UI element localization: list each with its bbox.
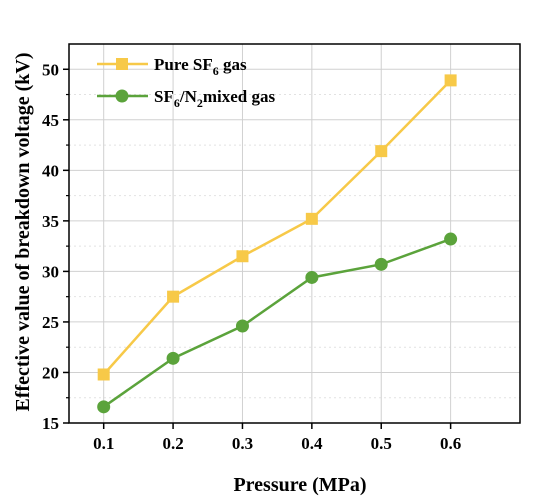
data-point-square: [97, 368, 110, 381]
series-line-1: [102, 79, 452, 376]
y-tick-label: 25: [42, 313, 59, 332]
legend-entry-pure-sf6: Pure SF6 gas: [97, 55, 247, 78]
data-point-circle: [235, 319, 249, 333]
y-tick-label: 40: [42, 161, 59, 180]
data-point-square: [375, 145, 388, 158]
x-tick-label: 0.6: [440, 434, 461, 453]
data-point-circle: [305, 270, 319, 284]
x-tick-label: 0.3: [232, 434, 253, 453]
x-tick-label: 0.2: [162, 434, 183, 453]
plot-area: [68, 43, 521, 424]
y-tick-label: 30: [42, 262, 59, 281]
data-point-square: [444, 74, 457, 87]
x-tick-label: 0.4: [301, 434, 323, 453]
data-point-circle: [444, 232, 458, 246]
y-tick-label: 50: [42, 60, 59, 79]
y-tick-label: 15: [42, 414, 59, 433]
y-tick-label: 20: [42, 363, 59, 382]
data-point-square: [167, 290, 180, 303]
series-layer: [97, 74, 458, 414]
y-tick-label: 45: [42, 111, 59, 130]
grid-lines: [69, 44, 520, 424]
data-point-square: [236, 250, 249, 263]
data-point-circle: [166, 351, 180, 365]
data-point-circle: [374, 257, 388, 271]
series-line-2: [102, 237, 452, 408]
y-tick-label: 35: [42, 212, 59, 231]
legend-marker-sf6-n2: [115, 89, 129, 103]
y-axis-title: Effective value of breakdown voltage (kV…: [12, 52, 34, 411]
legend-entry-sf6-n2: SF6/N2mixed gas: [97, 87, 275, 110]
legend-label-pure-sf6: Pure SF6 gas: [154, 55, 247, 78]
data-point-square: [305, 212, 318, 225]
data-point-circle: [97, 400, 111, 414]
legend-label-sf6-n2: SF6/N2mixed gas: [154, 87, 275, 110]
axis-ticks: 15 20 25 30 35 40 45 50 0.1 0.2 0.3 0.4 0.5 0.6: [42, 60, 461, 453]
legend: Pure SF6 gas SF6/N2mixed gas: [97, 55, 275, 110]
x-tick-label: 0.1: [93, 434, 114, 453]
legend-marker-pure-sf6: [116, 58, 128, 70]
x-axis-title: Pressure (MPa): [233, 474, 366, 496]
x-tick-label: 0.5: [371, 434, 392, 453]
